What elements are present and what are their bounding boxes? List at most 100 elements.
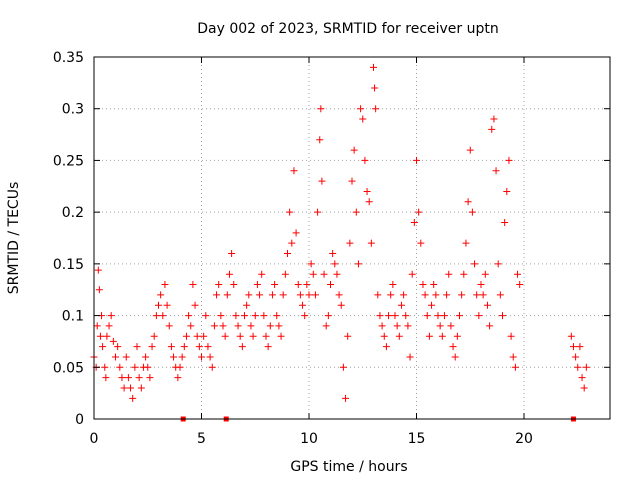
data-point [266,322,274,330]
data-point [174,374,182,382]
data-point [331,260,339,268]
data-point [464,198,472,206]
data-point [193,332,201,340]
data-points [90,63,590,422]
data-point [277,332,285,340]
data-point [163,301,171,309]
data-point [322,322,330,330]
data-point [475,312,483,320]
data-point [496,291,504,299]
data-point [129,394,137,402]
data-point [144,363,152,371]
data-point [327,281,334,289]
data-point [296,291,304,299]
data-point [365,198,373,206]
x-tick-label: 15 [408,431,426,447]
data-point [159,312,167,320]
data-point [185,312,193,320]
data-point [210,322,218,330]
y-tick-label: 0 [75,412,84,428]
data-point [479,291,487,299]
data-point [137,384,145,392]
data-point [423,312,431,320]
data-point [288,239,296,247]
data-point [101,363,109,371]
data-point [307,260,315,268]
data-point [236,332,244,340]
data-point [268,291,276,299]
y-axis-label: SRMTID / TECUs [6,182,22,295]
data-point [447,322,455,330]
data-point [294,281,302,289]
data-point [102,374,110,382]
axes: 0 0.05 0.1 0.15 0.2 0.25 0.3 0.35 0 5 10 15 20 [53,50,611,447]
data-point [103,332,111,340]
data-point [391,312,399,320]
data-point [127,384,135,392]
data-point [374,291,382,299]
data-point [135,374,143,382]
data-point [120,384,128,392]
data-point [348,177,356,185]
data-point [488,125,496,133]
x-axis-label: GPS time / hours [290,459,407,475]
data-point [317,105,325,113]
data-point [413,156,420,164]
data-point [376,312,384,320]
data-point [284,250,291,258]
data-point [434,312,442,320]
x-tick-label: 5 [197,431,206,447]
data-point [486,322,494,330]
data-point [178,353,186,361]
data-point [361,156,369,164]
data-point [122,353,130,361]
data-point [453,332,461,340]
data-point [471,260,479,268]
data-point [393,322,401,330]
data-point [99,343,107,351]
data-point [494,260,502,268]
data-point [354,260,362,268]
data-point [333,270,341,278]
data-point [292,229,300,237]
data-point [167,343,175,351]
data-point [316,136,324,144]
data-point [445,270,453,278]
data-point [421,291,429,299]
data-point [516,281,524,289]
data-point [182,332,190,340]
data-point [406,353,414,361]
data-point [279,291,287,299]
data-point [576,343,584,351]
data-point [456,312,463,320]
x-tick-label: 0 [90,431,99,447]
data-point [501,218,509,226]
data-point [380,332,388,340]
data-point [148,343,156,351]
data-point [213,291,221,299]
gridlines [94,57,610,419]
data-point [329,250,337,258]
data-point [249,332,257,340]
data-point [114,343,122,351]
data-point [195,343,203,351]
data-point [109,337,117,345]
data-point [344,332,352,340]
data-point [357,105,365,113]
data-point [107,312,115,320]
chart-title: Day 002 of 2023, SRMTID for receiver upt… [197,21,499,37]
data-point [352,208,360,216]
data-point [385,312,393,320]
data-point [221,332,229,340]
data-point [387,291,395,299]
data-point [243,301,251,309]
data-point [206,353,214,361]
data-point [157,291,165,299]
data-point [124,374,132,382]
data-point [492,167,500,175]
x-tick-label: 20 [515,431,533,447]
data-point [473,291,481,299]
data-point [451,353,459,361]
data-point [342,394,350,402]
data-point [572,353,580,361]
